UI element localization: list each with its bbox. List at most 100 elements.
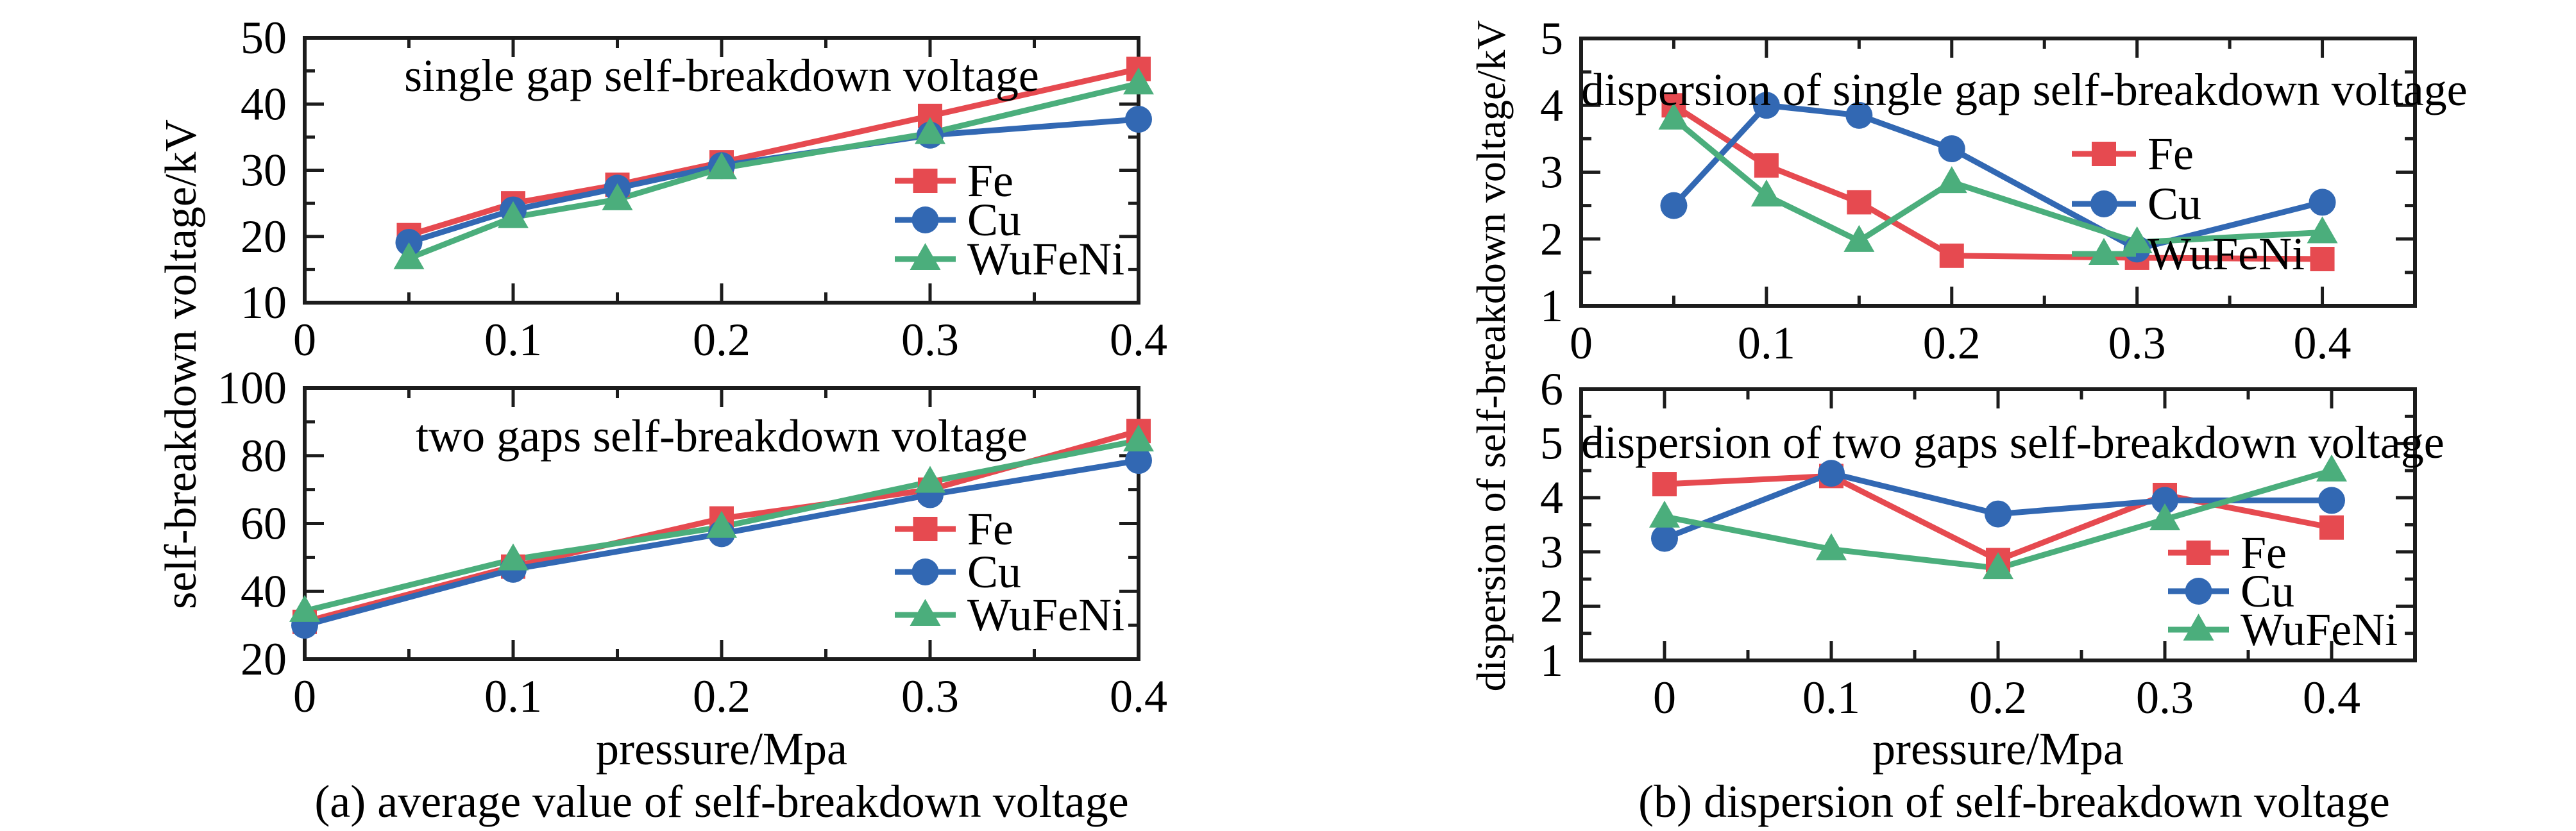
legend-label-Fe: Fe (2241, 527, 2287, 578)
data-point-WuFeNi-triangle-icon (1658, 103, 1690, 130)
series-line-Cu-single-gap-voltage (408, 116, 1139, 246)
data-point-WuFeNi-triangle-icon (1816, 533, 1847, 560)
x-tick-label: 0.3 (901, 671, 959, 722)
data-point-WuFeNi-triangle-icon (1750, 179, 1782, 206)
x-tick-label: 0.1 (1738, 317, 1795, 369)
x-tick-label: 0.4 (1110, 314, 1167, 365)
y-tick-label: 20 (241, 211, 287, 262)
data-point-WuFeNi-triangle-icon (498, 201, 529, 228)
y-tick-label: 4 (1540, 472, 1563, 523)
data-point-WuFeNi-triangle-icon (915, 466, 945, 493)
y-tick-label: 3 (1540, 526, 1563, 578)
y-tick-label: 2 (1540, 214, 1563, 265)
data-point-WuFeNi-triangle-icon (498, 543, 529, 571)
data-point-Fe-square-icon (2319, 515, 2344, 540)
data-point-WuFeNi-triangle-icon (915, 117, 945, 144)
series-line-WuFeNi-single-gap-voltage (407, 80, 1140, 262)
data-point-Cu-circle-icon (2318, 487, 2345, 514)
x-axis-label-left: pressure/Mpa (596, 723, 847, 775)
legend-label-WuFeNi: WuFeNi (2148, 228, 2305, 280)
data-point-WuFeNi-triangle-icon (393, 242, 425, 269)
x-tick-label: 0.3 (2108, 317, 2166, 369)
x-tick-label: 0.4 (2294, 317, 2351, 369)
y-tick-label: 100 (217, 362, 287, 414)
x-tick-label: 0.2 (693, 314, 750, 365)
legend-label-Cu: Cu (2148, 178, 2201, 230)
x-tick-label: 0.2 (1923, 317, 1981, 369)
legend-circle-icon-Cu (911, 206, 939, 233)
legend-label-Cu: Cu (967, 546, 1021, 598)
x-tick-label: 0.3 (2136, 672, 2194, 723)
data-point-Fe-square-icon (1652, 472, 1677, 497)
data-point-WuFeNi-triangle-icon (1843, 224, 1875, 252)
y-tick-label: 5 (1540, 13, 1563, 64)
y-tick-label: 40 (241, 566, 287, 617)
y-tick-label: 50 (241, 12, 287, 63)
data-point-WuFeNi-triangle-icon (1936, 166, 1967, 194)
y-tick-label: 6 (1540, 364, 1563, 415)
x-tick-label: 0.3 (901, 314, 959, 365)
y-tick-label: 40 (241, 78, 287, 130)
x-tick-label: 0.2 (693, 671, 750, 722)
legend-circle-icon-Cu (2185, 578, 2212, 605)
data-point-WuFeNi-triangle-icon (1123, 424, 1154, 451)
data-point-Cu-circle-icon (1752, 92, 1780, 119)
legend-label-WuFeNi: WuFeNi (2241, 604, 2398, 655)
x-tick-label: 0.4 (1110, 671, 1167, 722)
y-tick-label: 4 (1540, 80, 1563, 131)
data-point-WuFeNi-triangle-icon (1983, 552, 2013, 580)
y-tick-label: 3 (1540, 147, 1563, 198)
y-tick-label: 5 (1540, 418, 1563, 469)
data-point-Fe-square-icon (2310, 247, 2335, 272)
legend-label-WuFeNi: WuFeNi (967, 589, 1124, 641)
data-point-WuFeNi-triangle-icon (2149, 503, 2180, 531)
data-point-Cu-circle-icon (2309, 189, 2336, 216)
legend-label-Fe: Fe (2148, 128, 2194, 180)
legend-label-WuFeNi: WuFeNi (967, 233, 1124, 285)
data-point-Cu-circle-icon (1125, 105, 1152, 133)
data-point-WuFeNi-triangle-icon (2316, 454, 2347, 482)
x-tick-label: 0.1 (484, 671, 542, 722)
legend-square-icon-Fe (913, 169, 938, 193)
legend-triangle-icon-WuFeNi (910, 599, 941, 626)
legend-label-Fe: Fe (967, 503, 1013, 555)
data-point-Cu-circle-icon (1651, 525, 1678, 552)
y-tick-label: 1 (1540, 280, 1563, 332)
legend-triangle-icon-WuFeNi (2089, 238, 2119, 265)
data-point-WuFeNi-triangle-icon (2307, 216, 2338, 244)
data-point-WuFeNi-triangle-icon (706, 152, 737, 180)
chart-title-single-gap: single gap self-breakdown voltage (404, 50, 1039, 101)
data-point-WuFeNi-triangle-icon (602, 183, 633, 210)
chart-title-dispersion-two-gaps: dispersion of two gaps self-breakdown vo… (1581, 417, 2445, 468)
legend-triangle-icon-WuFeNi (910, 243, 941, 270)
x-tick-label: 0 (1653, 672, 1676, 723)
chart-title-two-gaps: two gaps self-breakdown voltage (416, 410, 1028, 462)
data-point-Cu-circle-icon (1938, 135, 1965, 163)
legend-circle-icon-Cu (911, 558, 939, 585)
series-line-Fe-single-gap-voltage (408, 66, 1139, 238)
series-line-Fe-dispersion-single-gap (1672, 103, 2323, 262)
x-axis-label-right: pressure/Mpa (1872, 723, 2124, 775)
y-axis-label-right: dispersion of self-breakdown voltage/kV (1468, 20, 1514, 692)
x-tick-label: 0 (293, 671, 316, 722)
legend-square-icon-Fe (913, 517, 938, 541)
data-point-Cu-circle-icon (1985, 500, 2012, 528)
data-point-Fe-square-icon (1754, 153, 1779, 178)
x-tick-label: 0.4 (2303, 672, 2360, 723)
data-point-WuFeNi-triangle-icon (2121, 226, 2153, 253)
x-tick-label: 0 (293, 314, 316, 365)
x-tick-label: 0.1 (1802, 672, 1860, 723)
data-point-WuFeNi-triangle-icon (289, 594, 320, 622)
y-axis-label-left: self-breakdown voltage/kV (157, 119, 206, 609)
y-tick-label: 1 (1540, 635, 1563, 686)
x-tick-label: 0 (1570, 317, 1593, 369)
legend-square-icon-Fe (2186, 541, 2211, 565)
data-point-WuFeNi-triangle-icon (706, 510, 737, 538)
legend-square-icon-Fe (2092, 142, 2116, 166)
x-tick-label: 0.2 (1969, 672, 2027, 723)
data-point-Fe-square-icon (1847, 190, 1872, 215)
data-point-Cu-circle-icon (1125, 447, 1152, 474)
legend-label-Cu: Cu (967, 194, 1021, 246)
data-point-WuFeNi-triangle-icon (1123, 67, 1154, 95)
